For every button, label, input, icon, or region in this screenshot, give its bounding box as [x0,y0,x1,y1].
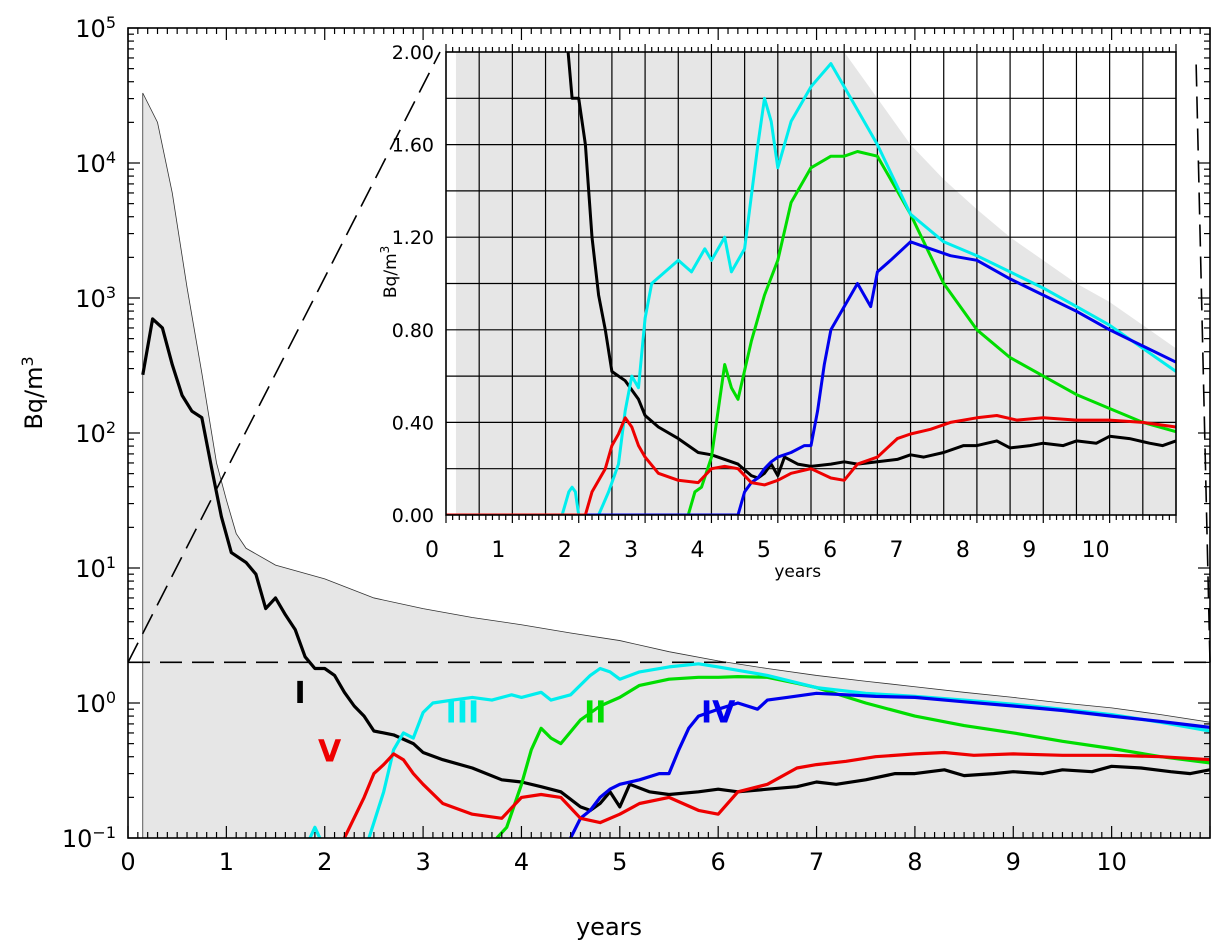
inset-x-axis-title: years [774,562,821,582]
main-x-tick-label: 3 [415,848,430,876]
main-x-tick-label: 8 [907,848,922,876]
series-label-IV: IV [701,695,736,730]
series-label-V: V [318,734,342,769]
main-x-tick-labels: 0 1 2 3 4 5 6 7 8 9 10 [120,848,1127,876]
main-x-tick-label: 7 [809,848,824,876]
inset-x-tick-labels: 0 1 2 3 4 5 6 7 8 9 10 [425,538,1110,563]
main-x-tick-label: 2 [317,848,332,876]
inset-chart: 0 1 2 3 4 5 6 7 8 9 10 0.00 0.40 0.80 1.20 1.60 2.00 ye… [378,42,1177,582]
main-series-line-I [141,317,1210,812]
series-label-III: III [446,695,480,730]
main-series-line-II [495,675,1210,838]
main-y-tick-label: 10−1 [62,823,116,854]
inset-x-tick-label: 7 [890,538,904,563]
inset-y-tick-label: 1.60 [392,135,434,157]
inset-x-tick-label: 2 [558,538,572,563]
main-envelope-area [142,92,1211,839]
inset-grid [446,52,1176,515]
inset-x-tick-label: 8 [956,538,970,563]
inset-y-tick-label: 1.20 [392,227,434,249]
inset-x-tick-label: 0 [425,538,439,563]
main-x-tick-label: 5 [612,848,627,876]
main-x-tick-label: 0 [120,848,135,876]
main-y-tick-label: 101 [75,553,116,584]
inset-y-tick-label: 0.80 [392,320,434,342]
main-x-tick-label: 10 [1096,848,1127,876]
inset-x-tick-label: 10 [1082,538,1110,563]
main-ticks [127,27,1211,839]
inset-y-tick-label: 0.40 [392,412,434,434]
main-y-tick-label: 105 [75,13,116,44]
main-series-line-IV [569,691,1210,838]
main-x-tick-label: 1 [219,848,234,876]
inset-series-line-I [566,52,1176,480]
inset-x-tick-label: 3 [624,538,638,563]
inset-y-axis-title: Bq/m3 [378,246,401,298]
main-series-group [141,317,1210,838]
inset-y-tick-label: 0.00 [392,505,434,527]
main-y-tick-labels: 10−1 100 101 102 103 104 105 [62,13,116,854]
main-y-tick-label: 100 [75,688,116,719]
inset-ticks [445,44,1177,523]
connector-right [1195,57,1211,663]
inset-series-line-V [446,414,1176,515]
zoom-connector-lines [127,51,1211,663]
inset-x-tick-label: 4 [690,538,704,563]
main-x-axis-title: years [576,913,642,941]
main-x-tick-label: 4 [514,848,529,876]
inset-series-group [446,52,1176,515]
inset-x-tick-label: 1 [491,538,505,563]
inset-y-tick-label: 2.00 [392,42,434,64]
main-x-tick-label: 9 [1006,848,1021,876]
main-y-axis-title: Bq/m3 [18,356,49,429]
inset-x-tick-label: 6 [823,538,837,563]
series-label-I: I [295,676,306,711]
main-y-tick-label: 104 [75,148,116,179]
inset-x-tick-label: 5 [757,538,771,563]
inset-series-line-II [446,150,1176,515]
series-label-II: II [584,695,606,730]
main-x-tick-label: 6 [711,848,726,876]
main-y-tick-label: 102 [75,418,116,449]
main-y-tick-label: 103 [75,283,116,314]
inset-y-tick-labels: 0.00 0.40 0.80 1.20 1.60 2.00 [392,42,434,527]
inset-x-tick-label: 9 [1022,538,1036,563]
inset-series-line-III [446,62,1176,515]
connector-left [127,51,441,663]
inset-series-line-IV [446,240,1176,515]
main-series-line-V [342,750,1210,838]
